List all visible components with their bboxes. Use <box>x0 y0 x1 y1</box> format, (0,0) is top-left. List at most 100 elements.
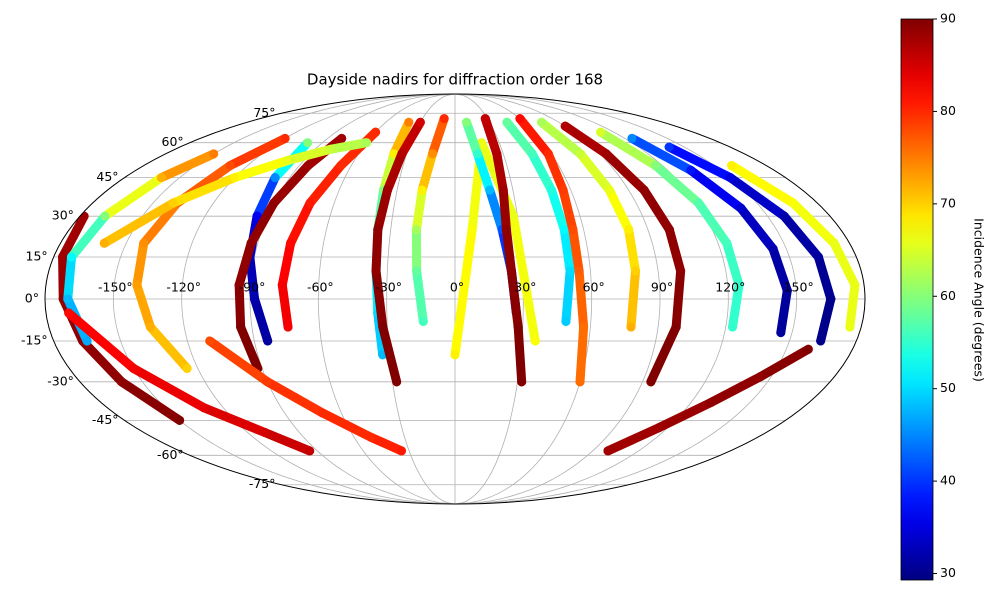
point <box>473 149 483 159</box>
track-segment <box>561 266 575 326</box>
point <box>411 225 421 235</box>
point <box>415 117 425 127</box>
point <box>371 127 381 137</box>
globe-outline <box>44 93 866 505</box>
point <box>427 149 437 159</box>
point <box>850 280 860 290</box>
x-tick-label: 0° <box>450 280 464 295</box>
point <box>568 225 578 235</box>
track-segment <box>250 294 273 346</box>
track-segment <box>728 280 744 332</box>
y-tick-label: 0° <box>25 291 39 306</box>
track-segment <box>502 117 537 159</box>
point <box>498 185 508 195</box>
track-segment <box>768 244 792 296</box>
track-segment <box>145 322 192 373</box>
track-segment <box>325 138 372 154</box>
track-segment <box>537 117 585 159</box>
x-tick-label: -150° <box>98 280 133 295</box>
colorbar-tick-label: 80 <box>940 103 956 118</box>
point <box>412 266 422 276</box>
point <box>234 280 244 290</box>
point <box>725 173 735 183</box>
point <box>230 173 240 183</box>
point <box>664 225 674 235</box>
track-segment <box>277 280 293 332</box>
track-segment <box>286 198 315 248</box>
point <box>624 225 634 235</box>
track-segment <box>574 266 589 332</box>
point <box>336 161 346 171</box>
track-segment <box>527 149 557 195</box>
track-segment <box>508 211 540 346</box>
track-segment <box>58 252 68 304</box>
x-tick-label: 120° <box>715 280 745 295</box>
track-segment <box>373 185 392 235</box>
point <box>225 161 235 171</box>
point <box>768 244 778 254</box>
point <box>575 377 585 387</box>
track-segment <box>64 308 139 373</box>
point <box>779 211 789 221</box>
point <box>596 127 606 137</box>
point <box>506 266 516 276</box>
x-tick-label: 90° <box>651 280 673 295</box>
point <box>305 446 315 456</box>
track-segment <box>234 238 256 290</box>
point <box>477 138 487 148</box>
point <box>371 266 381 276</box>
track-segment <box>626 266 641 332</box>
point <box>305 198 315 208</box>
point <box>280 133 290 143</box>
point <box>325 144 335 154</box>
track-segment <box>515 114 553 159</box>
point <box>58 252 68 262</box>
track-segment <box>485 185 507 235</box>
track-segment <box>705 371 766 408</box>
colorbar-tick-label: 60 <box>940 288 956 303</box>
point <box>199 403 209 413</box>
y-tick-label: -45° <box>92 412 119 427</box>
track-segment <box>601 149 649 195</box>
track-segment <box>560 121 611 159</box>
track-segment <box>205 336 272 387</box>
track-segment <box>156 149 219 183</box>
point <box>517 377 527 387</box>
point <box>502 117 512 127</box>
point <box>63 294 73 304</box>
point <box>676 266 686 276</box>
track-segment <box>225 133 290 171</box>
track-segment <box>813 252 836 304</box>
point <box>736 203 746 213</box>
point <box>303 161 313 171</box>
track-segment <box>78 336 127 387</box>
track-segment <box>829 238 860 290</box>
track-segment <box>558 185 578 235</box>
point <box>639 185 649 195</box>
x-tick-label: 60° <box>583 280 605 295</box>
track-segment <box>627 133 696 175</box>
point <box>558 185 568 195</box>
track-segment <box>547 185 569 235</box>
point <box>250 294 260 304</box>
colorbar-tick-label: 90 <box>940 11 956 26</box>
track-segment <box>417 149 437 195</box>
point <box>317 408 327 418</box>
y-tick-label: 45° <box>96 169 118 184</box>
track-segment <box>427 114 449 159</box>
y-tick-label: 60° <box>162 134 184 149</box>
colorbar-tick-label: 70 <box>940 195 956 210</box>
track-segment <box>845 280 860 332</box>
point <box>705 398 715 408</box>
point <box>132 280 142 290</box>
track-segment <box>117 377 185 425</box>
track-segment <box>236 322 263 373</box>
point <box>664 142 674 152</box>
track-segment <box>776 286 792 338</box>
point <box>382 185 392 195</box>
track-segment <box>262 377 327 418</box>
point <box>492 149 502 159</box>
track-segment <box>498 185 511 235</box>
track-segment <box>277 238 296 290</box>
